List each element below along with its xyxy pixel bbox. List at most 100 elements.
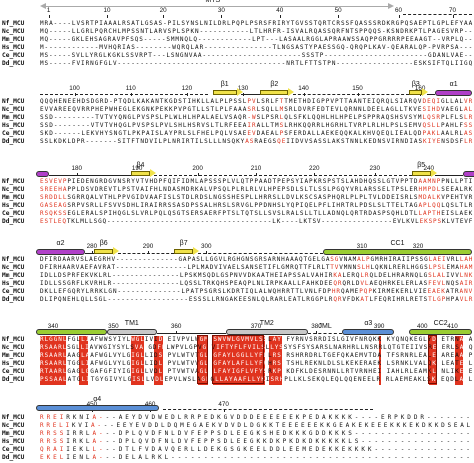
- loop-line: [435, 175, 464, 176]
- species-label: Mm_MCU: [2, 430, 25, 437]
- helix-cylinder: [35, 405, 159, 411]
- position-number: 450: [87, 401, 98, 408]
- structure-label: MTS: [205, 0, 221, 4]
- position-number: 350: [108, 323, 119, 330]
- position-number: 210: [250, 165, 262, 172]
- species-label: Dd_MCU: [2, 218, 25, 225]
- loop-dashed: [163, 409, 373, 410]
- loop-dashed: [292, 94, 410, 95]
- motif-box: [212, 335, 265, 384]
- position-tick: [91, 251, 93, 254]
- species-label: Nc_MCU: [2, 186, 25, 193]
- position-tick: [197, 173, 199, 176]
- sequence-row: RTAARLGAGLGGAFGFIYIGIGLLVDLEPTVWTVAGLGLF…: [40, 368, 474, 375]
- conserved-column: [197, 335, 209, 385]
- position-number: 410: [447, 323, 458, 330]
- species-label: Nf_MCU: [2, 414, 25, 421]
- position-number: 220: [309, 165, 320, 172]
- sequence-row: SSLKDKLDPR-------SITFTNDVILPLNRIRTILSLLL…: [40, 138, 474, 145]
- structure-label: β2: [270, 81, 279, 88]
- species-label: Hs_MCU: [2, 280, 25, 287]
- species-label: Mm_MCU: [2, 36, 25, 43]
- sequence-row: RSAARLSGLLIAVWGIYSYLSVAIGDFELWPVLGPVGSVI…: [40, 344, 474, 351]
- beta-strand-arrow: [130, 169, 157, 177]
- structure-label: TM2: [259, 320, 274, 327]
- sequence-row: DKLLEFGQRYLRRKLGN--------------LPATPSGRS…: [40, 288, 474, 295]
- species-label: Mm_MCU: [2, 114, 25, 121]
- position-tick: [176, 331, 178, 334]
- sequence-row: QRAIIEKLL---DTLFVDAVQERLLDEKGSGKEELDDLEE…: [40, 446, 473, 453]
- structure-label: CC1: [390, 240, 405, 247]
- position-number: 30: [217, 7, 225, 14]
- motif-box: [428, 335, 437, 384]
- position-number: 10: [103, 7, 111, 14]
- helix-cylinder: [322, 249, 472, 255]
- sequence-row: MS-----FVIRNGFGLV-----------------------…: [40, 60, 474, 67]
- sequence-row: SKD------LEKVHYSNGTLPKPAISLAYPRLSLFHELPQ…: [40, 130, 474, 137]
- helix-cylinder: [35, 171, 49, 177]
- sequence-row: SREEHAPPLDSVDREVTLPSTVAIFHLNDASMDRKALVPS…: [40, 186, 474, 193]
- sequence-row: RLGGNLFGLLIAFWWSYIYLWGLIVIDFEIVPVLWGMGSW…: [40, 336, 474, 343]
- beta-strand-arrow: [411, 169, 438, 177]
- structure-label: β5: [417, 162, 426, 169]
- structure-label: JML: [318, 323, 332, 330]
- position-number: 310: [356, 243, 368, 250]
- position-number: 290: [142, 243, 154, 250]
- position-number: 130: [237, 85, 249, 92]
- position-number: 320: [412, 243, 424, 250]
- position-tick: [374, 173, 376, 176]
- sequence-row: RSQKSSEGLERALSPIHQGLSLVRLPQLQSGTSERSAERF…: [40, 210, 474, 217]
- beta-strand-arrow: [173, 247, 200, 255]
- species-label: Ce_MCU: [2, 52, 25, 59]
- position-tick: [106, 15, 108, 18]
- species-label: Hs_MCU: [2, 438, 25, 445]
- position-number: 20: [159, 7, 167, 14]
- position-tick: [314, 173, 316, 176]
- species-label: Ce_MCU: [2, 288, 25, 295]
- conserved-column: [130, 335, 144, 385]
- position-number: 60: [395, 7, 403, 14]
- species-label: Mm_MCU: [2, 272, 25, 279]
- mts-arrowhead-left: [40, 3, 46, 9]
- sequence-row: MQ-----LLGRLPQRCHLMPSSNTLARVSPLSPKN-----…: [40, 28, 474, 35]
- species-label: Dd_MCU: [2, 138, 25, 145]
- sequence-row: SSD--------VTVTVHQGLPVSPSLPVLSHLHSRVSLTL…: [40, 122, 474, 129]
- position-number: 380: [311, 323, 322, 330]
- sequence-row: DFIRDAARVSLAEGRHV--------------GAPASLLGG…: [40, 256, 474, 263]
- structure-label: β7: [179, 240, 188, 247]
- species-label: Nf_MCU: [2, 20, 25, 27]
- position-tick: [398, 15, 400, 18]
- position-number: 140: [298, 85, 309, 92]
- sequence-row: PSSAALATGLITGYGIVYLGISLLVDLEPVLWSLAGLGLL…: [40, 376, 474, 383]
- position-number: 390: [373, 323, 385, 330]
- sequence-row: IDLLDSPRFEKVKLRL---------------LPSKMSQDL…: [40, 272, 474, 279]
- structure-label: CC2: [433, 320, 448, 327]
- position-number: 120: [181, 85, 193, 92]
- position-number: 280: [86, 243, 98, 250]
- sequence-row: SRDDLLSGRRQALVTHLPPVGIDVAAFISLSTDLRDSLNG…: [40, 194, 474, 201]
- position-number: 300: [201, 243, 212, 250]
- beta-strand-arrow: [409, 88, 429, 96]
- sequence-row: DLIPQNEHLQLLSGL------------------ESSSLLR…: [40, 296, 474, 303]
- species-label: Nc_MCU: [2, 264, 25, 271]
- species-label: Nf_MCU: [2, 336, 25, 343]
- species-label: Mm_MCU: [2, 194, 25, 201]
- species-label: Dd_MCU: [2, 296, 25, 303]
- motif-box: [197, 335, 208, 384]
- structure-label: β3: [411, 81, 420, 88]
- position-number: 150: [352, 85, 363, 92]
- structure-label: α1: [449, 81, 458, 88]
- position-number: 460: [145, 401, 156, 408]
- helix-cylinder: [342, 329, 395, 335]
- position-number: 190: [131, 165, 143, 172]
- conserved-column: [212, 335, 265, 385]
- beta-strand-arrow: [94, 247, 121, 255]
- sequence-row: ESVEVPPIEDENGRDGVNSRYVTVHDPFQIFIDMLAPSSS…: [40, 178, 474, 185]
- sequence-row: SSD---------TVTVYQNGLPVSPSLPLWLHLHPALAEL…: [40, 114, 474, 121]
- position-tick: [223, 409, 225, 412]
- helix-cylinder: [35, 249, 86, 255]
- species-label: Ce_MCU: [2, 130, 25, 137]
- sequence-row: RSAARLAAGLAAFWGLVYLGIGLLIDSEPVLWTVTGLVGF…: [40, 352, 474, 359]
- mts-arrowhead-right: [388, 3, 395, 9]
